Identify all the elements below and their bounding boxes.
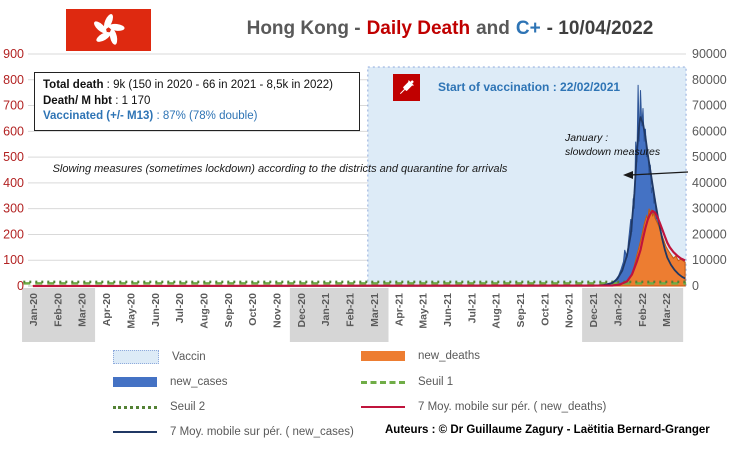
legend-item-ma-deaths: 7 Moy. mobile sur pér. ( new_deaths) <box>361 401 606 413</box>
legend-item-vaccin: Vaccin <box>113 350 206 364</box>
svg-text:800: 800 <box>3 73 24 87</box>
svg-text:Jan-21: Jan-21 <box>320 293 332 326</box>
svg-text:300: 300 <box>3 202 24 216</box>
svg-text:40000: 40000 <box>692 176 727 190</box>
svg-text:900: 900 <box>3 47 24 61</box>
new-deaths-swatch <box>361 351 405 361</box>
stats-info-box: Total death : 9k (150 in 2020 - 66 in 20… <box>34 72 360 131</box>
svg-text:Aug-21: Aug-21 <box>491 293 503 329</box>
legend-label: new_cases <box>170 376 228 388</box>
svg-text:Dec-21: Dec-21 <box>588 293 600 328</box>
title-daily-death: Daily Death <box>366 18 471 39</box>
legend-label: Vaccin <box>172 351 206 363</box>
legend-label: Seuil 1 <box>418 376 454 388</box>
svg-text:Dec-20: Dec-20 <box>296 293 308 328</box>
hong-kong-flag <box>66 9 151 51</box>
legend-item-new-deaths: new_deaths <box>361 350 480 362</box>
stat-total-death: Total death : 9k (150 in 2020 - 66 in 20… <box>43 79 333 91</box>
svg-text:Nov-20: Nov-20 <box>272 293 284 328</box>
january-slowdown-note: January : slowdown measures <box>565 132 661 159</box>
svg-text:Sep-20: Sep-20 <box>223 293 235 328</box>
vaccin-swatch <box>113 350 159 364</box>
svg-text:30000: 30000 <box>692 202 727 216</box>
right-axis-labels: 0100002000030000400005000060000700008000… <box>692 47 727 293</box>
title-and: and <box>476 18 510 39</box>
svg-text:Feb-22: Feb-22 <box>637 293 649 327</box>
new-cases-swatch <box>113 377 157 387</box>
ma-deaths-swatch <box>361 406 405 408</box>
series-new-deaths <box>32 208 686 287</box>
legend-item-ma-cases: 7 Moy. mobile sur pér. ( new_cases) <box>113 426 354 438</box>
svg-text:10000: 10000 <box>692 253 727 267</box>
svg-text:Jun-20: Jun-20 <box>150 293 162 327</box>
svg-text:70000: 70000 <box>692 99 727 113</box>
start-vaccination-note: Start of vaccination : 22/02/2021 <box>438 80 621 94</box>
legend-item-new-cases: new_cases <box>113 376 228 388</box>
svg-text:600: 600 <box>3 124 24 138</box>
series-7-moy-mobile-sur-p-r-new-deaths- <box>32 209 686 288</box>
title-cplus: C+ <box>515 18 541 39</box>
svg-text:90000: 90000 <box>692 47 727 61</box>
authors-credit: Auteurs : © Dr Guillaume Zagury - Laëtit… <box>385 424 710 436</box>
svg-text:Aug-20: Aug-20 <box>198 293 210 329</box>
title-date: - 10/04/2022 <box>546 18 654 39</box>
slowing-measures-note: Slowing measures (sometimes lockdown) ac… <box>52 163 508 175</box>
legend-item-seuil1: Seuil 1 <box>361 376 453 388</box>
svg-text:500: 500 <box>3 150 24 164</box>
stat-death-per-m: Death/ M hbt : 1 170 <box>43 94 151 107</box>
month-labels: Jan-20 Feb-20 Mar-20 Apr-20 May-20 Jun-20 Jul-… <box>28 293 673 329</box>
stat-vaccinated: Vaccinated (+/- M13) : 87% (78% double) <box>43 110 258 123</box>
svg-text:Jun-21: Jun-21 <box>442 293 454 327</box>
svg-text:Nov-21: Nov-21 <box>564 293 576 328</box>
svg-text:Feb-20: Feb-20 <box>52 293 64 327</box>
seuil1-swatch <box>361 380 405 384</box>
page-title: Hong Kong - Daily Death and C+ - 10/04/2022 <box>160 18 740 40</box>
ma-cases-swatch <box>113 431 157 433</box>
left-axis-labels: 0 100 200 300 400 500 600 700 800 900 <box>3 47 24 293</box>
svg-text:200: 200 <box>3 227 24 241</box>
svg-text:700: 700 <box>3 99 24 113</box>
svg-text:Jan-20: Jan-20 <box>28 293 40 326</box>
svg-text:Jul-21: Jul-21 <box>466 293 478 324</box>
title-country: Hong Kong - <box>246 18 361 39</box>
svg-text:Mar-20: Mar-20 <box>77 293 89 327</box>
svg-text:80000: 80000 <box>692 73 727 87</box>
svg-text:0: 0 <box>17 279 24 293</box>
svg-text:Jul-20: Jul-20 <box>174 293 186 324</box>
svg-text:May-21: May-21 <box>418 293 430 329</box>
winter-bands <box>22 288 684 342</box>
syringe-icon <box>393 74 420 101</box>
svg-text:Oct-21: Oct-21 <box>539 293 551 326</box>
svg-text:20000: 20000 <box>692 227 727 241</box>
legend-label: 7 Moy. mobile sur pér. ( new_cases) <box>170 426 354 438</box>
svg-text:Mar-21: Mar-21 <box>369 293 381 327</box>
svg-text:0: 0 <box>692 279 699 293</box>
svg-text:May-20: May-20 <box>125 293 137 329</box>
seuil2-swatch <box>113 405 157 409</box>
legend-label: 7 Moy. mobile sur pér. ( new_deaths) <box>418 401 607 413</box>
svg-text:Sep-21: Sep-21 <box>515 293 527 328</box>
svg-text:Apr-21: Apr-21 <box>393 293 405 326</box>
svg-text:Feb-21: Feb-21 <box>345 293 357 327</box>
svg-text:Jan-22: Jan-22 <box>612 293 624 326</box>
svg-text:100: 100 <box>3 253 24 267</box>
svg-text:400: 400 <box>3 176 24 190</box>
svg-text:Oct-20: Oct-20 <box>247 293 259 326</box>
svg-text:Mar-22: Mar-22 <box>661 293 673 327</box>
legend-label: Seuil 2 <box>170 401 206 413</box>
annotation-arrow <box>623 171 689 179</box>
legend-label: new_deaths <box>418 350 481 362</box>
svg-text:Apr-20: Apr-20 <box>101 293 113 326</box>
legend-item-seuil2: Seuil 2 <box>113 401 205 413</box>
